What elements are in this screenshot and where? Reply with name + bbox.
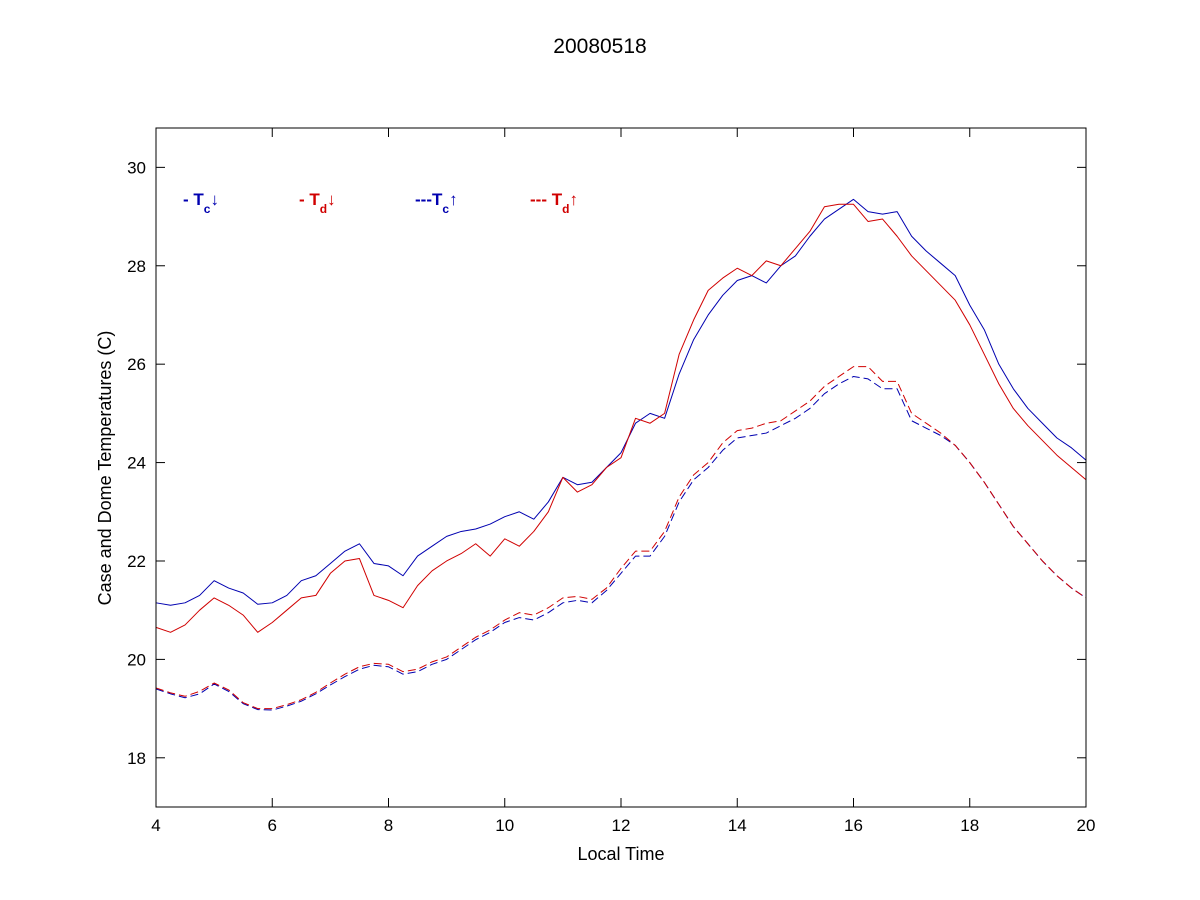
y-tick-label: 26 [127,355,146,374]
series-layer [155,198,1087,711]
series-line-tc_down [155,198,1087,606]
plot-area [155,127,1087,808]
x-tick-label: 14 [728,816,747,835]
series-line-tc_up [155,375,1087,711]
ticks-layer: 4 6 8 10 12 14 16 18 20 18 20 22 24 26 28 30 [127,128,1095,835]
x-tick-label: 8 [384,816,393,835]
legend-entry-4: --- Td↑ [530,190,578,216]
x-tick-label: 10 [495,816,514,835]
y-tick-label: 28 [127,257,146,276]
x-tick-label: 18 [960,816,979,835]
x-tick-label: 16 [844,816,863,835]
legend-entry-1: - Tc↓ [183,190,219,216]
legend-entry-3: ---Tc↑ [415,190,458,216]
series-line-td_up [155,366,1087,710]
series-line-td_down [155,203,1087,633]
x-tick-label: 20 [1077,816,1096,835]
y-tick-label: 18 [127,749,146,768]
x-tick-label: 6 [268,816,277,835]
legend: - Tc↓ - Td↓ ---Tc↑ --- Td↑ [183,190,578,216]
y-tick-label: 20 [127,650,146,669]
y-tick-label: 22 [127,552,146,571]
y-tick-label: 30 [127,158,146,177]
y-axis-label: Case and Dome Temperatures (C) [95,331,115,606]
x-tick-label: 4 [151,816,160,835]
x-tick-label: 12 [612,816,631,835]
chart-title: 20080518 [553,35,646,58]
x-axis-label: Local Time [577,844,664,864]
legend-entry-2: - Td↓ [299,190,336,216]
y-tick-label: 24 [127,454,146,473]
